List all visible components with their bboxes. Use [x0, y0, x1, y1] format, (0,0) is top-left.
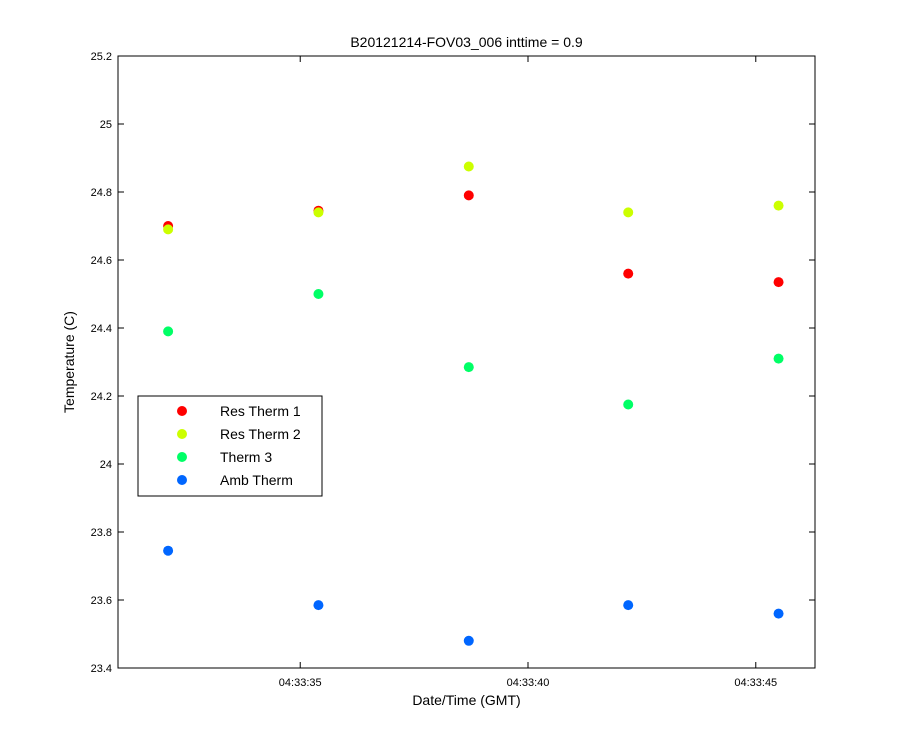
y-tick-label: 24.6 [91, 255, 112, 267]
y-tick-label: 25 [100, 119, 112, 131]
x-tick-label: 04:33:40 [507, 677, 550, 689]
data-point-res-therm-2 [773, 200, 784, 211]
x-axis-label: Date/Time (GMT) [412, 692, 520, 708]
legend-label: Res Therm 1 [220, 403, 301, 419]
data-point-therm-3 [163, 326, 174, 337]
legend-marker [177, 406, 187, 416]
data-point-therm-3 [773, 353, 784, 364]
legend: Res Therm 1 Res Therm 2 Therm 3 Amb Therm [137, 395, 323, 497]
data-point-therm-3 [463, 362, 474, 373]
plot-area [117, 55, 816, 669]
data-point-amb-therm [773, 608, 784, 619]
data-point-res-therm-1 [773, 277, 784, 288]
legend-box [137, 395, 323, 497]
data-point-res-therm-2 [163, 224, 174, 235]
x-tick-label: 04:33:35 [279, 677, 322, 689]
data-point-amb-therm [463, 635, 474, 646]
y-tick-label: 25.2 [91, 51, 112, 63]
legend-label: Res Therm 2 [220, 426, 301, 442]
data-point-res-therm-1 [463, 190, 474, 201]
data-point-amb-therm [163, 545, 174, 556]
y-tick-label: 23.8 [91, 527, 112, 539]
data-point-res-therm-2 [313, 207, 324, 218]
legend-label: Amb Therm [220, 472, 293, 488]
y-tick-label: 23.6 [91, 595, 112, 607]
data-point-therm-3 [313, 289, 324, 299]
legend-marker [177, 475, 187, 485]
y-tick-label: 24 [100, 459, 112, 471]
chart-title: B20121214-FOV03_006 inttime = 0.9 [350, 34, 583, 50]
y-tick-label: 24.8 [91, 187, 112, 199]
y-tick-label: 23.4 [91, 663, 112, 675]
y-axis: 23.4 23.6 23.8 24 24.2 24.4 24.6 24.8 25 25.2 [91, 51, 815, 675]
x-tick-label: 04:33:45 [734, 677, 777, 689]
x-axis: 04:33:35 04:33:40 04:33:45 [279, 56, 777, 689]
legend-label: Therm 3 [220, 449, 272, 465]
data-point-res-therm-2 [463, 161, 474, 172]
data-point-res-therm-2 [623, 207, 634, 218]
data-points [163, 161, 784, 646]
y-tick-label: 24.4 [91, 323, 112, 335]
data-point-amb-therm [313, 600, 324, 611]
data-point-res-therm-1 [623, 268, 634, 279]
y-axis-label: Temperature (C) [61, 311, 77, 413]
y-tick-label: 24.2 [91, 391, 112, 403]
data-point-therm-3 [623, 399, 634, 410]
legend-marker [177, 452, 187, 462]
legend-marker [177, 429, 187, 439]
data-point-amb-therm [623, 600, 634, 611]
